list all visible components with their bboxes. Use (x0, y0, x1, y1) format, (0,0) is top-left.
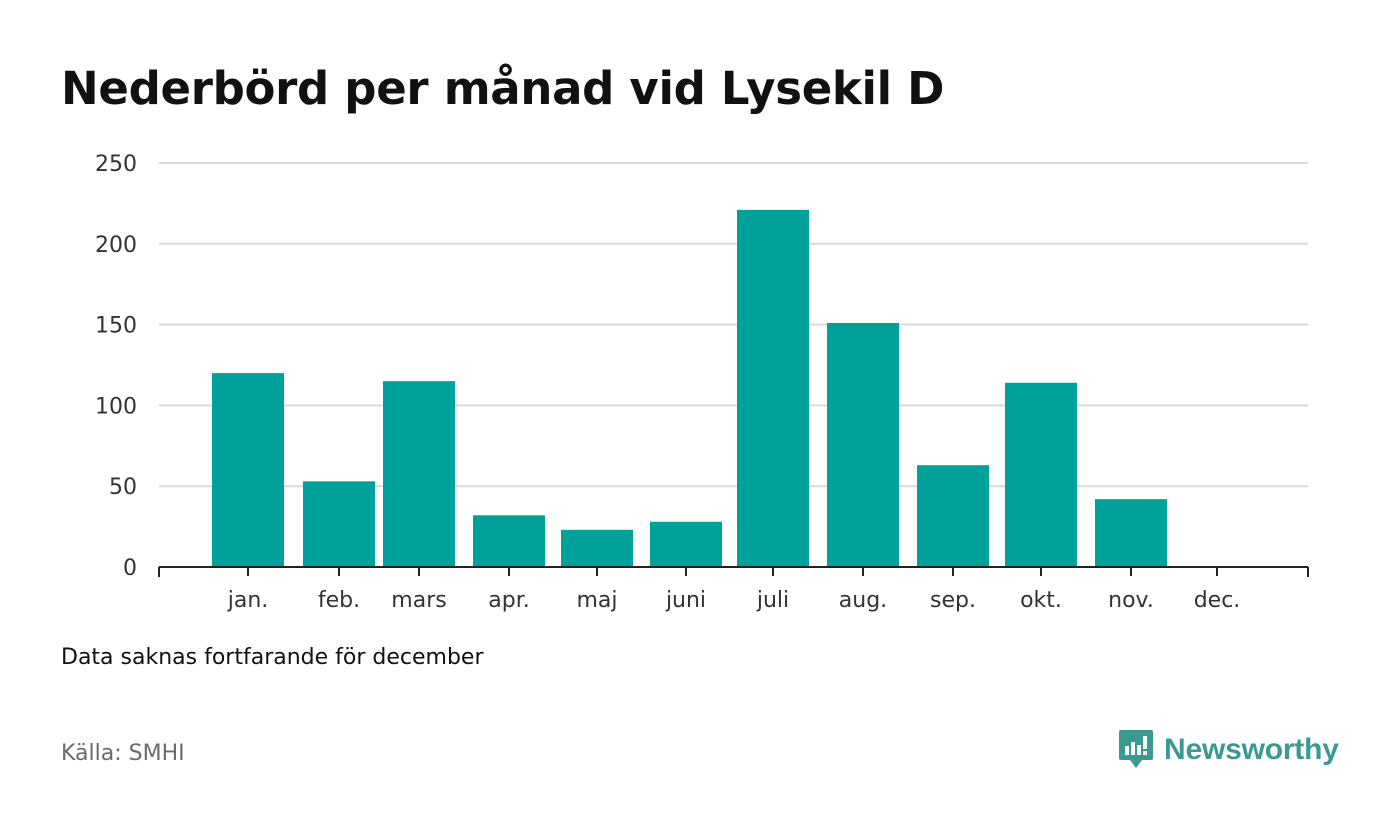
gridlines (159, 162, 1308, 488)
x-tick-label: aug. (839, 588, 887, 613)
x-tick-label: jan. (227, 588, 269, 613)
x-tick-label: juni (665, 588, 706, 613)
newsworthy-logo-icon (1119, 730, 1153, 768)
y-tick-label: 0 (123, 556, 137, 581)
y-tick-label: 50 (109, 475, 137, 500)
source-label: Källa: SMHI (61, 741, 185, 766)
x-tick-label: nov. (1108, 588, 1154, 613)
x-axis-tick-labels: jan. feb. mars apr. maj juni juli aug. sep. okt. n… (227, 588, 1241, 613)
x-axis (158, 566, 1309, 577)
x-tick-label: sep. (930, 588, 976, 613)
bars (212, 209, 1167, 567)
x-tick-label: apr. (488, 588, 529, 613)
y-tick-label: 250 (95, 152, 137, 177)
bar-2 (383, 381, 455, 567)
bar-7 (827, 322, 899, 567)
bar-3 (473, 515, 545, 567)
brand-name: Newsworthy (1164, 733, 1339, 766)
x-tick-label: maj (576, 588, 617, 613)
y-tick-label: 150 (95, 314, 137, 339)
bar-0 (212, 373, 284, 567)
footnote: Data saknas fortfarande för december (61, 645, 484, 670)
x-tick-label: juli (756, 588, 789, 613)
bar-5 (650, 521, 722, 567)
x-tick-label: feb. (318, 588, 360, 613)
x-tick-label: okt. (1020, 588, 1062, 613)
chart-title: Nederbörd per månad vid Lysekil D (61, 62, 945, 115)
bar-8 (917, 465, 989, 567)
bar-9 (1005, 382, 1077, 567)
y-tick-label: 100 (95, 394, 137, 419)
x-tick-label: dec. (1194, 588, 1241, 613)
y-tick-label: 200 (95, 233, 137, 258)
brand-logo: Newsworthy (1118, 727, 1339, 773)
bar-1 (303, 481, 375, 567)
bar-10 (1095, 499, 1167, 567)
bar-4 (561, 529, 633, 567)
x-tick-label: mars (391, 588, 446, 613)
bar-6 (737, 209, 809, 567)
y-axis-tick-labels: 0 50 100 150 200 250 (95, 152, 137, 581)
